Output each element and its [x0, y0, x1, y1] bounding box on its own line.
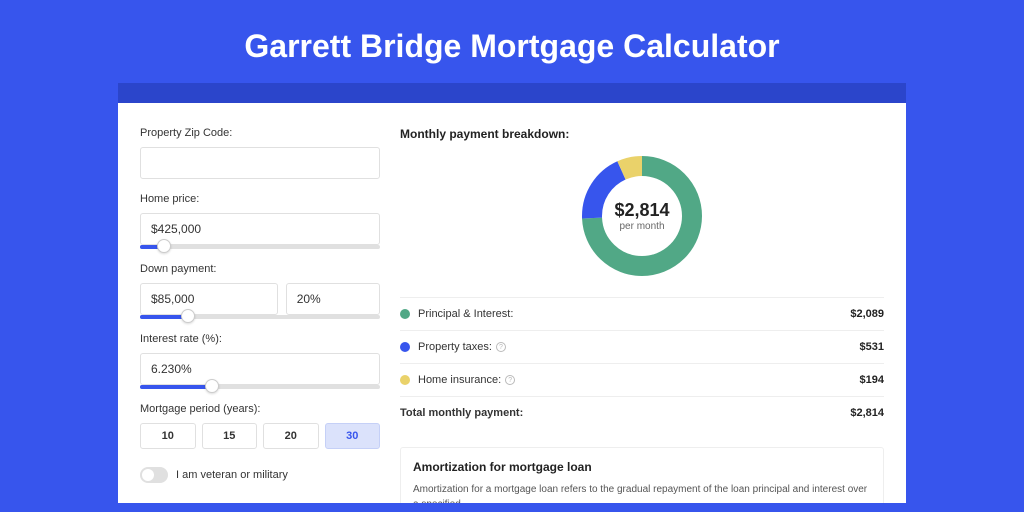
info-icon[interactable]: ?	[496, 342, 506, 352]
period-option-20[interactable]: 20	[263, 423, 319, 449]
veteran-toggle-row: I am veteran or military	[140, 467, 380, 483]
breakdown-label-taxes: Property taxes: ?	[418, 341, 860, 353]
home-price-label: Home price:	[140, 193, 380, 205]
home-price-slider[interactable]	[140, 245, 380, 249]
zip-input[interactable]	[140, 147, 380, 179]
home-price-input[interactable]	[140, 213, 380, 245]
donut-center-sub: per month	[619, 221, 664, 232]
breakdown-title: Monthly payment breakdown:	[400, 127, 884, 141]
down-payment-row	[140, 283, 380, 315]
period-options-row: 10 15 20 30	[140, 423, 380, 449]
interest-field-group: Interest rate (%):	[140, 333, 380, 389]
amortization-text: Amortization for a mortgage loan refers …	[413, 482, 871, 503]
calculator-card: Property Zip Code: Home price: Down paym…	[118, 103, 906, 503]
breakdown-dot-insurance	[400, 375, 410, 385]
donut-center-amount: $2,814	[614, 200, 669, 221]
page-title: Garrett Bridge Mortgage Calculator	[0, 0, 1024, 83]
interest-slider-thumb[interactable]	[205, 379, 219, 393]
breakdown-value-principal: $2,089	[850, 308, 884, 320]
breakdown-dot-taxes	[400, 342, 410, 352]
form-column: Property Zip Code: Home price: Down paym…	[140, 127, 380, 503]
down-payment-slider[interactable]	[140, 315, 380, 319]
down-payment-amount-input[interactable]	[140, 283, 278, 315]
donut-chart-wrap: $2,814 per month	[400, 155, 884, 277]
breakdown-label-principal: Principal & Interest:	[418, 308, 850, 320]
veteran-toggle-knob	[142, 469, 154, 481]
breakdown-row-principal: Principal & Interest: $2,089	[400, 297, 884, 330]
breakdown-row-insurance: Home insurance: ? $194	[400, 363, 884, 396]
period-field-group: Mortgage period (years): 10 15 20 30	[140, 403, 380, 449]
interest-input[interactable]	[140, 353, 380, 385]
down-payment-pct-input[interactable]	[286, 283, 380, 315]
home-price-slider-thumb[interactable]	[157, 239, 171, 253]
zip-label: Property Zip Code:	[140, 127, 380, 139]
veteran-toggle[interactable]	[140, 467, 168, 483]
amortization-title: Amortization for mortgage loan	[413, 460, 871, 474]
breakdown-label-total: Total monthly payment:	[400, 407, 850, 419]
interest-label: Interest rate (%):	[140, 333, 380, 345]
donut-center: $2,814 per month	[581, 155, 703, 277]
card-shadow-band	[118, 83, 906, 103]
breakdown-value-insurance: $194	[860, 374, 884, 386]
period-option-30[interactable]: 30	[325, 423, 381, 449]
home-price-field-group: Home price:	[140, 193, 380, 249]
amortization-box: Amortization for mortgage loan Amortizat…	[400, 447, 884, 503]
period-label: Mortgage period (years):	[140, 403, 380, 415]
veteran-toggle-label: I am veteran or military	[176, 469, 288, 481]
interest-slider[interactable]	[140, 385, 380, 389]
period-option-10[interactable]: 10	[140, 423, 196, 449]
breakdown-value-total: $2,814	[850, 407, 884, 419]
breakdown-row-total: Total monthly payment: $2,814	[400, 396, 884, 429]
down-payment-field-group: Down payment:	[140, 263, 380, 319]
period-option-15[interactable]: 15	[202, 423, 258, 449]
down-payment-slider-thumb[interactable]	[181, 309, 195, 323]
breakdown-row-taxes: Property taxes: ? $531	[400, 330, 884, 363]
breakdown-column: Monthly payment breakdown: $2,814 per mo…	[400, 127, 884, 503]
donut-chart: $2,814 per month	[581, 155, 703, 277]
breakdown-label-insurance: Home insurance: ?	[418, 374, 860, 386]
down-payment-label: Down payment:	[140, 263, 380, 275]
breakdown-value-taxes: $531	[860, 341, 884, 353]
zip-field-group: Property Zip Code:	[140, 127, 380, 179]
info-icon[interactable]: ?	[505, 375, 515, 385]
interest-slider-fill	[140, 385, 212, 389]
breakdown-dot-principal	[400, 309, 410, 319]
